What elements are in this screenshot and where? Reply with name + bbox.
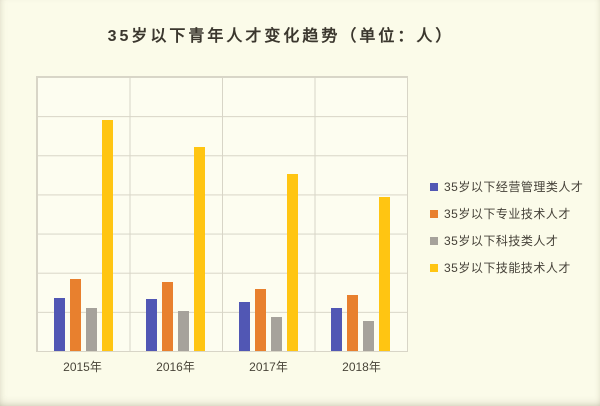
legend-swatch [430,182,438,191]
legend-label: 35岁以下技能技术人才 [444,261,571,275]
legend-label: 35岁以下经营管理类人才 [444,180,584,194]
legend-swatch [430,236,438,245]
bar [85,308,97,351]
legend-item: 35岁以下专业技术人才 [430,200,583,227]
bar [162,281,174,351]
legend-item: 35岁以下科技类人才 [430,227,583,254]
bar [101,119,113,351]
bar [347,295,359,351]
x-axis-label: 2015年 [63,360,102,374]
legend-label: 35岁以下专业技术人才 [444,207,571,221]
x-axis-label: 2017年 [249,360,288,374]
bar-group-2016年 [130,77,223,351]
bar [194,147,206,351]
legend-swatch [430,263,438,272]
bar [146,299,158,351]
bar [270,316,282,351]
bar [254,288,266,351]
legend: 35岁以下经营管理类人才 35岁以下专业技术人才 35岁以下科技类人才 35岁以下技能… [430,173,583,281]
bar [363,320,375,351]
bar [379,196,391,351]
bar [331,308,343,351]
bar [178,311,190,351]
chart-title: 35岁以下青年人才变化趋势（单位：人） [107,28,455,45]
legend-item: 35岁以下技能技术人才 [430,254,583,281]
bar [69,279,81,351]
x-axis-label: 2018年 [342,360,381,374]
x-axis-labels: 2015年 2016年 2017年 2018年 [36,358,408,375]
bar-group-2017年 [222,77,315,351]
bar [286,173,298,351]
legend-label: 35岁以下科技类人才 [444,234,559,248]
bar-group-2015年 [37,77,130,351]
plot-area [36,76,408,352]
bar [53,297,65,351]
x-axis-label: 2016年 [156,360,195,374]
legend-swatch [430,209,438,218]
legend-item: 35岁以下经营管理类人才 [430,173,583,200]
bar [238,301,250,351]
bar-group-2018年 [315,77,408,351]
